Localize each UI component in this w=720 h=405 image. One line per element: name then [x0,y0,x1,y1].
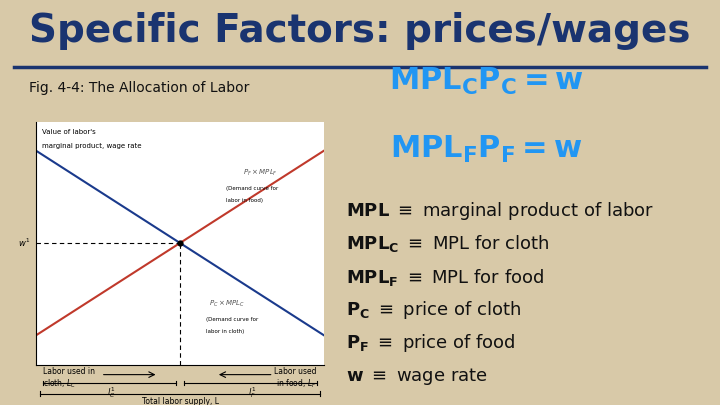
Text: Value of labor's: Value of labor's [42,129,96,135]
Text: Fig. 4-4: The Allocation of Labor: Fig. 4-4: The Allocation of Labor [29,81,249,95]
Text: $\mathbf{MPL}$ $\equiv$ marginal product of labor: $\mathbf{MPL}$ $\equiv$ marginal product… [346,200,654,222]
Text: $w^1$: $w^1$ [18,237,30,249]
Text: $\mathbf{P}_\mathbf{F}$ $\equiv$ price of food: $\mathbf{P}_\mathbf{F}$ $\equiv$ price o… [346,333,516,354]
Text: labor in food): labor in food) [226,198,263,202]
Text: $P_C \times MPL_C$: $P_C \times MPL_C$ [209,299,245,309]
Text: (Demand curve for: (Demand curve for [206,317,258,322]
Text: $l_C^1$: $l_C^1$ [107,386,116,401]
Text: $\mathbf{MPL_FP_F}$$\mathbf{ = w}$: $\mathbf{MPL_FP_F}$$\mathbf{ = w}$ [390,134,582,165]
Text: (Demand curve for: (Demand curve for [226,185,279,190]
Text: $\mathbf{MPL_CP_C}$$\mathbf{ = w}$: $\mathbf{MPL_CP_C}$$\mathbf{ = w}$ [389,66,583,96]
Text: $P_F \times MPL_F$: $P_F \times MPL_F$ [243,168,278,178]
Text: marginal product, wage rate: marginal product, wage rate [42,143,141,149]
Text: $\mathbf{MPL}_\mathbf{C}$ $\equiv$ MPL for cloth: $\mathbf{MPL}_\mathbf{C}$ $\equiv$ MPL f… [346,233,549,254]
Text: Total labor supply, L: Total labor supply, L [142,397,218,405]
Text: $\mathbf{P}_\mathbf{C}$ $\equiv$ price of cloth: $\mathbf{P}_\mathbf{C}$ $\equiv$ price o… [346,299,521,321]
Text: Specific Factors: prices/wages: Specific Factors: prices/wages [30,12,690,50]
Text: $\mathbf{MPL}_\mathbf{F}$ $\equiv$ MPL for food: $\mathbf{MPL}_\mathbf{F}$ $\equiv$ MPL f… [346,266,544,288]
Text: Labor used
in food, $L_F$: Labor used in food, $L_F$ [274,367,317,390]
Text: Labor used in
cloth, $L_C$: Labor used in cloth, $L_C$ [43,367,95,390]
Text: $\mathbf{w}$ $\equiv$ wage rate: $\mathbf{w}$ $\equiv$ wage rate [346,366,487,387]
Text: $l_F^1$: $l_F^1$ [248,386,256,401]
Text: labor in cloth): labor in cloth) [206,329,244,334]
